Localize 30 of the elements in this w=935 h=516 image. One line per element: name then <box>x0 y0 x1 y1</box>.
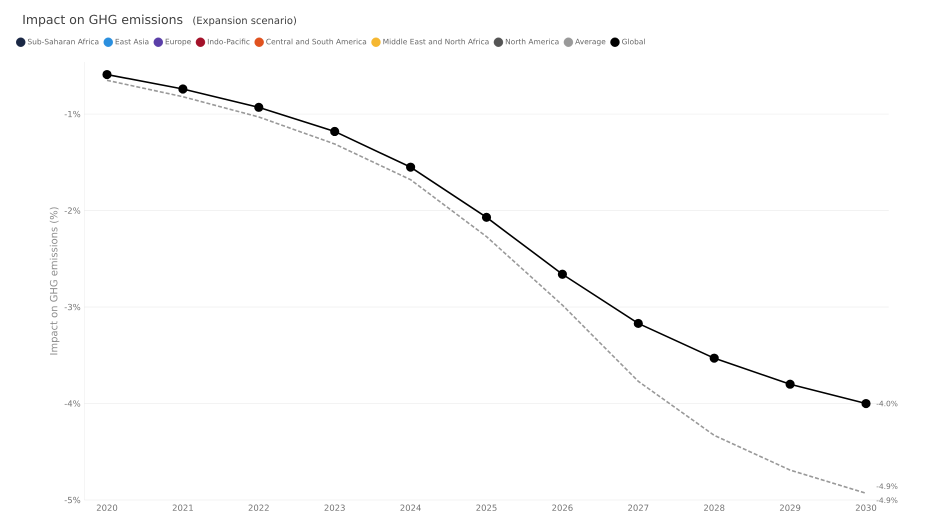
x-tick-label: 2027 <box>628 504 648 511</box>
y-axis-title: Impact on GHG emissions (%) <box>50 207 60 355</box>
chart-title: Impact on GHG emissions <box>23 14 182 27</box>
x-tick-label: 2025 <box>476 504 497 511</box>
point <box>558 270 567 279</box>
x-tick-label: 2021 <box>172 504 193 511</box>
x-tick-label: 2028 <box>704 504 724 511</box>
point <box>330 126 340 136</box>
y-tick-label: -4% <box>64 400 80 407</box>
x-tick-label: 2020 <box>96 504 118 511</box>
x-tick-label: 2023 <box>324 504 345 511</box>
y-tick-label: -3% <box>64 304 80 310</box>
x-tick-label: 2030 <box>856 504 876 511</box>
x-tick-label: 2024 <box>400 504 421 511</box>
y-tick-label: -2% <box>64 207 80 214</box>
point <box>482 212 492 222</box>
y-tick-label: -5% <box>64 496 80 504</box>
point <box>710 354 719 363</box>
x-tick-label: 2026 <box>552 504 573 511</box>
point <box>178 84 188 94</box>
point <box>254 102 264 112</box>
chart-subtitle: (Expansion scenario) <box>193 16 296 26</box>
x-tick-label: 2029 <box>780 504 800 511</box>
point <box>102 70 112 80</box>
point <box>861 398 871 408</box>
x-tick-label: 2022 <box>248 504 269 511</box>
point <box>406 162 416 172</box>
point <box>786 380 795 389</box>
y-tick-label: -1% <box>64 110 80 118</box>
point <box>634 318 643 328</box>
